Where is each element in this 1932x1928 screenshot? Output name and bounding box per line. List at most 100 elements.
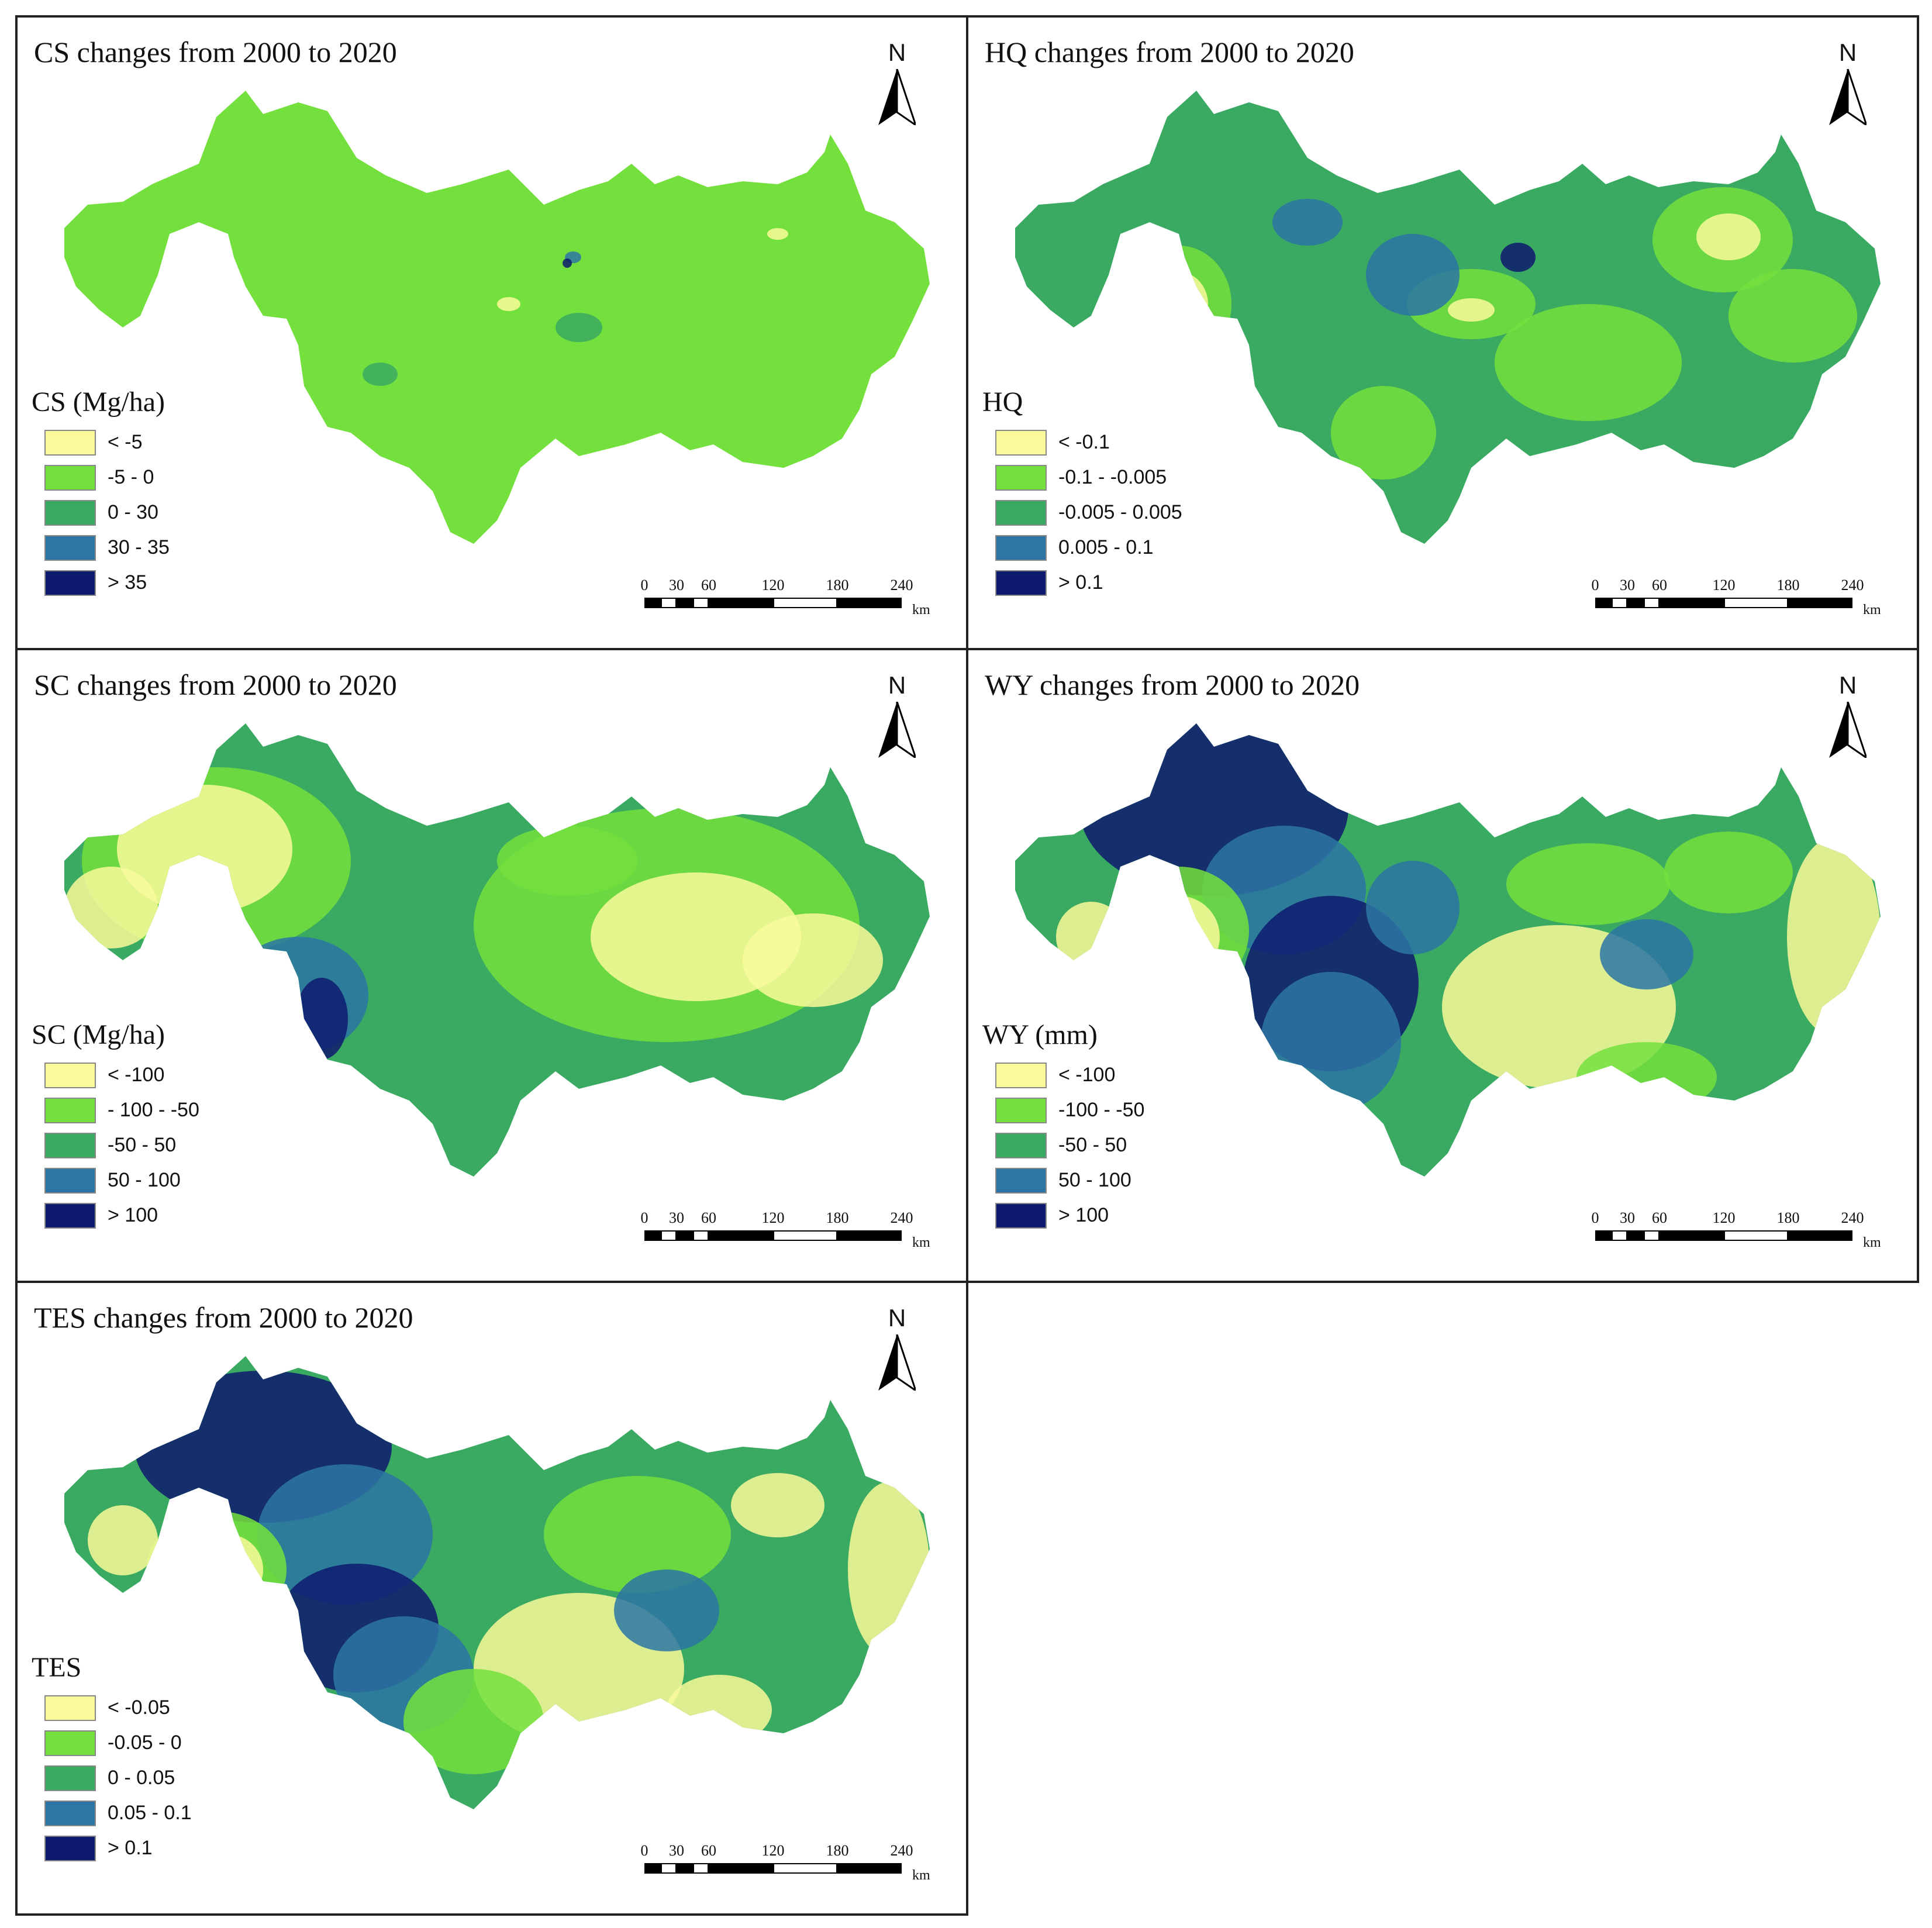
legend-swatch [44, 1765, 96, 1791]
map-zone [1150, 272, 1208, 336]
map-zone [848, 1482, 930, 1657]
legend-swatch [995, 1168, 1047, 1194]
scale-segment [1724, 598, 1788, 608]
north-label: N [1838, 39, 1857, 66]
scale-tick-label: 240 [890, 577, 913, 594]
scale-segment [1643, 1230, 1660, 1241]
legend-swatch [44, 500, 96, 526]
legend-item: 0 - 30 [32, 496, 336, 532]
scale-tick-label: 60 [701, 1842, 716, 1859]
legend-label: > 100 [108, 1204, 158, 1226]
map-zone [1126, 246, 1231, 363]
scale-segment [1660, 598, 1724, 608]
scale-tick-label: 120 [761, 1842, 785, 1859]
map-zone [1272, 199, 1343, 246]
legend-item: > 35 [32, 567, 336, 602]
legend-label: 30 - 35 [108, 536, 170, 558]
map-zone [767, 228, 788, 240]
scale-unit: km [912, 602, 930, 618]
north-arrow-icon: N [1824, 671, 1871, 759]
map-zone [1366, 234, 1460, 316]
scale-tick-label: 180 [826, 577, 849, 594]
map-zone [1056, 902, 1126, 972]
map-zone [1495, 304, 1682, 421]
scale-segment [709, 1230, 773, 1241]
legend-label: - 100 - -50 [108, 1099, 199, 1121]
map-zone [88, 1505, 158, 1575]
legend-swatch [995, 1133, 1047, 1158]
legend-label: 0 - 0.05 [108, 1767, 175, 1789]
legend-label: 50 - 100 [1058, 1169, 1131, 1191]
map-zone [1448, 298, 1495, 322]
legend-label: -50 - 50 [108, 1134, 177, 1156]
scale-bar: 0 30 60 120 180 240 km [641, 1842, 930, 1883]
legend-swatch [995, 535, 1047, 561]
map-zone [1696, 213, 1761, 260]
scale-tick-label: 180 [1776, 1209, 1800, 1226]
legend-swatch [995, 465, 1047, 491]
scale-segment [677, 598, 693, 608]
legend-item: < -5 [32, 426, 336, 461]
north-arrow-shape [878, 69, 916, 125]
scale-segment [660, 1230, 677, 1241]
map-zone [743, 913, 883, 1007]
legend-label: > 35 [108, 571, 147, 594]
scale-tick-label: 120 [761, 1209, 785, 1226]
map-zone [614, 1570, 719, 1651]
scale-tick-label: 240 [890, 1842, 913, 1859]
scale-unit: km [1863, 602, 1881, 618]
scale-segment [709, 1863, 773, 1874]
legend-swatch [44, 465, 96, 491]
map-zone [497, 297, 520, 311]
scale-segment [1788, 1230, 1852, 1241]
legend-swatch [995, 500, 1047, 526]
scale-bar: 0 30 60 120 180 240 km [1592, 577, 1881, 618]
scale-segment [677, 1863, 693, 1874]
legend-label: -0.05 - 0 [108, 1732, 182, 1754]
scale-unit: km [912, 1868, 930, 1883]
legend-swatch [44, 1168, 96, 1194]
legend-item: -50 - 50 [32, 1129, 336, 1164]
scale-segment [837, 1230, 902, 1241]
legend-swatch [44, 430, 96, 456]
scale-tick-label: 180 [1776, 577, 1800, 594]
legend-label: < -100 [108, 1064, 165, 1086]
scale-segment [660, 598, 677, 608]
legend-title: SC (Mg/ha) [32, 1019, 165, 1050]
legend-label: -5 - 0 [108, 466, 154, 488]
scale-tick-label: 0 [1591, 1209, 1599, 1226]
map-panel-wy: WY changes from 2000 to 2020 N WY (mm) < -1… [966, 648, 1919, 1283]
north-arrow-icon: N [874, 1304, 920, 1392]
scale-segment [1595, 1230, 1612, 1241]
legend-item: < -0.05 [32, 1692, 336, 1727]
map-panel-cs: CS changes from 2000 to 2020 N CS (Mg/ha) <… [15, 15, 968, 650]
legend-item: < -100 [32, 1059, 336, 1094]
scale-tick-label: 60 [1652, 577, 1667, 594]
legend-item: > 0.1 [32, 1832, 336, 1867]
map-zone [1138, 896, 1220, 978]
legend-label: -50 - 50 [1058, 1134, 1127, 1156]
map-zone [403, 1669, 544, 1774]
north-label: N [888, 671, 906, 699]
map-zone [1506, 843, 1670, 925]
scale-tick-label: 0 [640, 1209, 648, 1226]
legend-label: > 100 [1058, 1204, 1109, 1226]
region-map-graphic [1015, 91, 1881, 544]
north-arrow-shape [878, 1334, 916, 1391]
map-zone [544, 1476, 731, 1593]
scale-tick-label: 30 [1620, 1209, 1635, 1226]
north-arrow-icon: N [874, 671, 920, 759]
map-zone [64, 867, 158, 949]
scale-segment [1788, 598, 1852, 608]
legend-swatch [44, 535, 96, 561]
legend-title: HQ [982, 387, 1023, 418]
scale-unit: km [1863, 1235, 1881, 1250]
map-zone [1109, 867, 1249, 995]
legend-item: -5 - 0 [32, 461, 336, 496]
legend-swatch [995, 1098, 1047, 1123]
scale-segment [692, 1230, 709, 1241]
scale-segment [644, 1863, 661, 1874]
legend-swatch [44, 1836, 96, 1861]
legend-item: > 100 [32, 1199, 336, 1234]
legend-swatch [44, 1133, 96, 1158]
